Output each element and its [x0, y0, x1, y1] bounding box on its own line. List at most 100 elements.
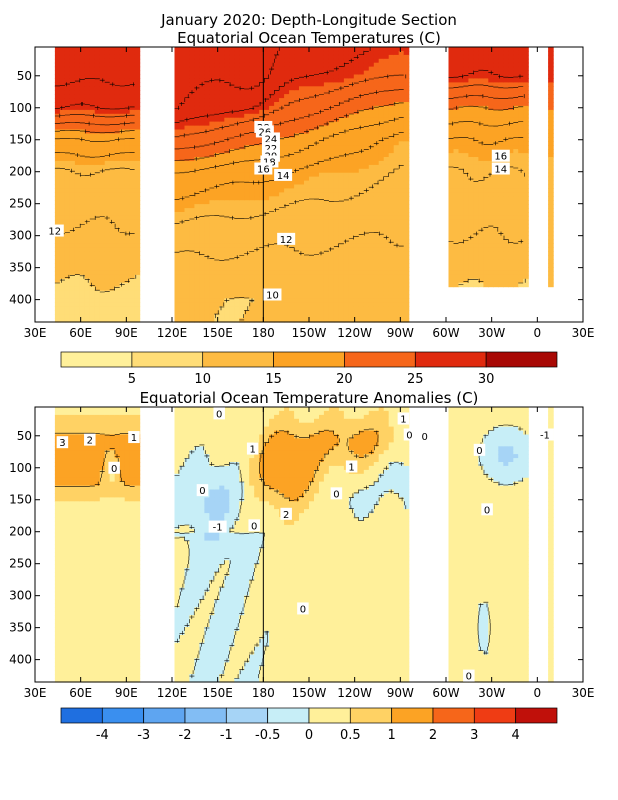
field-cell	[89, 98, 96, 103]
field-cell	[383, 231, 390, 237]
field-cell	[343, 302, 350, 307]
field-cell	[398, 204, 405, 209]
field-cell	[194, 153, 200, 158]
field-cell	[319, 219, 325, 225]
field-cell	[79, 192, 86, 197]
field-cell	[69, 267, 76, 272]
field-cell	[398, 314, 405, 319]
field-cell	[264, 204, 270, 209]
field-cell	[368, 231, 375, 237]
field-cell	[204, 82, 210, 87]
field-cell	[338, 314, 345, 319]
field-cell	[458, 133, 465, 138]
field-cell	[284, 274, 290, 280]
field-cell	[94, 117, 101, 123]
field-cell	[104, 282, 111, 288]
field-cell	[284, 58, 290, 64]
field-cell	[468, 267, 474, 272]
field-cell	[358, 86, 365, 91]
field-cell	[328, 98, 335, 103]
field-cell	[259, 219, 265, 225]
field-cell	[74, 149, 81, 154]
field-cell	[104, 314, 111, 319]
field-cell	[234, 90, 240, 95]
field-cell	[294, 196, 300, 201]
field-cell	[373, 278, 380, 284]
field-cell	[358, 145, 365, 150]
field-cell	[403, 66, 410, 72]
field-cell	[224, 204, 230, 209]
field-cell	[74, 192, 81, 197]
field-cell	[348, 102, 355, 107]
field-cell	[194, 164, 200, 170]
field-cell	[99, 192, 106, 197]
field-cell	[294, 50, 300, 56]
field-cell	[229, 102, 235, 107]
field-cell	[89, 82, 96, 87]
field-cell	[328, 223, 335, 229]
field-cell	[328, 90, 335, 95]
field-cell	[363, 212, 370, 217]
field-cell	[483, 82, 489, 87]
field-cell	[84, 247, 91, 252]
field-cell	[309, 270, 315, 276]
field-cell	[254, 231, 260, 237]
field-cell	[368, 286, 375, 292]
field-cell	[94, 192, 101, 197]
field-cell	[189, 267, 195, 272]
field-cell	[328, 255, 335, 260]
field-cell	[403, 94, 410, 99]
field-cell	[129, 168, 136, 174]
field-cell	[174, 290, 181, 296]
field-cell	[229, 239, 235, 244]
field-cell	[289, 153, 295, 158]
field-cell	[104, 306, 111, 311]
field-cell	[119, 294, 126, 299]
field-cell	[383, 86, 390, 91]
field-cell	[473, 208, 479, 213]
field-cell	[398, 302, 405, 307]
field-cell	[59, 290, 66, 296]
field-cell	[358, 259, 365, 264]
field-cell	[353, 78, 360, 83]
field-cell	[284, 141, 290, 146]
field-cell	[333, 219, 340, 225]
field-cell	[179, 255, 186, 260]
field-cell	[274, 70, 280, 76]
field-cell	[319, 102, 325, 107]
field-cell	[284, 259, 290, 264]
field-cell	[94, 176, 101, 182]
field-cell	[114, 227, 121, 233]
field-cell	[368, 141, 375, 146]
field-cell	[458, 78, 465, 83]
field-cell	[64, 141, 71, 146]
field-cell	[254, 223, 260, 229]
field-cell	[234, 290, 240, 296]
field-cell	[453, 58, 460, 64]
field-cell	[179, 74, 186, 79]
field-cell	[463, 223, 469, 229]
field-cell	[84, 215, 91, 221]
field-cell	[209, 219, 215, 225]
field-cell	[59, 243, 66, 248]
field-cell	[219, 172, 225, 178]
field-cell	[403, 121, 410, 127]
field-cell	[124, 298, 131, 303]
field-cell	[299, 302, 305, 307]
field-cell	[64, 219, 71, 225]
field-cell	[478, 274, 484, 280]
field-cell	[79, 184, 86, 189]
field-cell	[129, 113, 136, 119]
field-cell	[319, 90, 325, 95]
field-cell	[104, 164, 111, 170]
field-cell	[319, 318, 325, 323]
field-cell	[219, 243, 225, 248]
field-cell	[294, 58, 300, 64]
field-cell	[338, 215, 345, 221]
field-cell	[259, 223, 265, 229]
field-cell	[309, 302, 315, 307]
field-cell	[348, 227, 355, 233]
field-cell	[299, 102, 305, 107]
field-cell	[269, 204, 275, 209]
field-cell	[104, 149, 111, 154]
